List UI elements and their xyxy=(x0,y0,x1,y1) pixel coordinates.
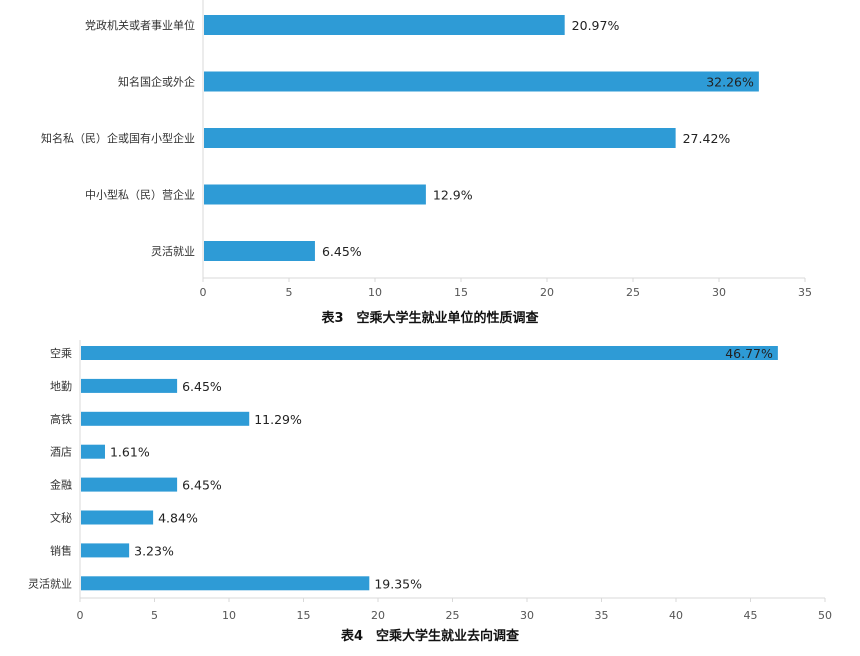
bar xyxy=(204,71,759,92)
x-tick-label: 30 xyxy=(712,286,726,299)
chart-2-x-ticks: 0 5 10 15 20 25 30 35 40 45 50 xyxy=(77,598,832,622)
x-tick-label: 35 xyxy=(595,609,609,622)
data-label: 19.35% xyxy=(374,576,422,591)
data-label: 4.84% xyxy=(158,511,198,526)
bar xyxy=(81,576,370,591)
category-label: 高铁 xyxy=(50,412,72,426)
category-label: 知名国企或外企 xyxy=(118,75,195,89)
data-label: 6.45% xyxy=(322,244,362,259)
data-label: 1.61% xyxy=(110,445,150,460)
category-label: 酒店 xyxy=(50,445,72,459)
x-tick-label: 5 xyxy=(286,286,293,299)
chart-1-x-ticks: 0 5 10 15 20 25 30 35 xyxy=(200,278,812,299)
category-label: 知名私（民）企或国有小型企业 xyxy=(41,131,195,145)
bar xyxy=(204,128,676,148)
bar xyxy=(81,346,778,360)
x-tick-label: 15 xyxy=(454,286,468,299)
x-tick-label: 50 xyxy=(818,609,832,622)
chart-1: 0 5 10 15 20 25 30 35 党政机关或者事业单位 20.97% 知名国企或外企 32… xyxy=(41,0,812,326)
category-label: 中小型私（民）营企业 xyxy=(85,188,195,202)
x-tick-label: 25 xyxy=(626,286,640,299)
chart-1-bars: 党政机关或者事业单位 20.97% 知名国企或外企 32.26% 知名私（民）企或国有小… xyxy=(41,15,759,261)
category-label: 党政机关或者事业单位 xyxy=(85,18,195,32)
data-label: 32.26% xyxy=(706,75,754,90)
data-label: 27.42% xyxy=(683,131,731,146)
category-label: 空乘 xyxy=(50,346,72,360)
category-label: 金融 xyxy=(50,478,72,492)
x-tick-label: 10 xyxy=(368,286,382,299)
data-label: 46.77% xyxy=(725,346,773,361)
x-tick-label: 0 xyxy=(77,609,84,622)
x-tick-label: 20 xyxy=(371,609,385,622)
category-label: 灵活就业 xyxy=(151,244,195,258)
bar xyxy=(81,477,178,492)
chart-2-caption: 表4 空乘大学生就业去向调查 xyxy=(340,628,520,644)
bar xyxy=(81,444,105,459)
bar xyxy=(204,15,565,35)
x-tick-label: 20 xyxy=(540,286,554,299)
x-tick-label: 15 xyxy=(297,609,311,622)
x-tick-label: 35 xyxy=(798,286,812,299)
chart-1-caption: 表3 空乘大学生就业单位的性质调查 xyxy=(320,310,539,326)
bar xyxy=(81,510,154,525)
x-tick-label: 0 xyxy=(200,286,207,299)
data-label: 12.9% xyxy=(433,188,473,203)
bar xyxy=(204,184,426,205)
category-label: 销售 xyxy=(50,543,72,557)
chart-2: 0 5 10 15 20 25 30 35 40 45 50 空乘 46.77% 地勤 6.45% 高铁 11… xyxy=(28,340,832,644)
x-tick-label: 30 xyxy=(520,609,534,622)
data-label: 20.97% xyxy=(572,18,620,33)
data-label: 3.23% xyxy=(134,543,174,558)
bar xyxy=(204,241,315,261)
data-label: 11.29% xyxy=(254,412,302,427)
category-label: 地勤 xyxy=(50,380,72,393)
x-tick-label: 45 xyxy=(744,609,758,622)
bar xyxy=(81,411,250,426)
category-label: 文秘 xyxy=(50,511,72,525)
x-tick-label: 40 xyxy=(669,609,683,622)
bar xyxy=(81,543,130,558)
chart-2-bars: 空乘 46.77% 地勤 6.45% 高铁 11.29% 酒店 1.61% 金融 6.45% 文秘 4… xyxy=(28,346,778,591)
data-label: 6.45% xyxy=(182,379,222,394)
category-label: 灵活就业 xyxy=(28,576,72,590)
x-tick-label: 25 xyxy=(446,609,460,622)
x-tick-label: 5 xyxy=(151,609,158,622)
x-tick-label: 10 xyxy=(222,609,236,622)
data-label: 6.45% xyxy=(182,478,222,493)
bar xyxy=(81,378,178,393)
